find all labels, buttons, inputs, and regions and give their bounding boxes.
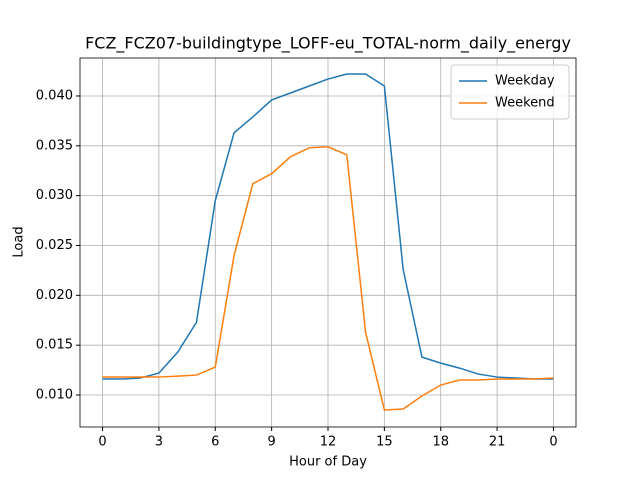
y-tick-label: 0.035 (36, 138, 73, 153)
legend-label: Weekend (495, 96, 555, 111)
data-line (102, 73, 554, 380)
x-tick-label: 18 (432, 435, 449, 450)
y-tick-label: 0.015 (36, 338, 73, 353)
x-tick-label: 6 (211, 435, 219, 450)
chart-title: FCZ_FCZ07-buildingtype_LOFF-eu_TOTAL-nor… (85, 34, 571, 54)
y-tick-label: 0.025 (36, 238, 73, 253)
legend-label: Weekday (495, 74, 555, 89)
plot-frame (79, 57, 577, 428)
y-tick-label: 0.030 (36, 188, 73, 203)
y-tick-label: 0.040 (36, 88, 73, 103)
y-tick-label: 0.020 (36, 288, 73, 303)
x-tick-label: 12 (320, 435, 337, 450)
x-tick-label: 15 (376, 435, 393, 450)
x-tick-label: 21 (489, 435, 506, 450)
legend-box (450, 64, 570, 120)
x-axis-label: Hour of Day (289, 455, 367, 470)
x-tick-label: 0 (98, 435, 106, 450)
x-tick-label: 9 (267, 435, 275, 450)
x-tick-label: 0 (549, 435, 557, 450)
x-tick-label: 3 (155, 435, 163, 450)
y-axis-label: Load (12, 226, 27, 257)
legend: Weekday Weekend (450, 64, 570, 120)
data-line (102, 146, 554, 411)
y-tick-label: 0.010 (36, 388, 73, 403)
